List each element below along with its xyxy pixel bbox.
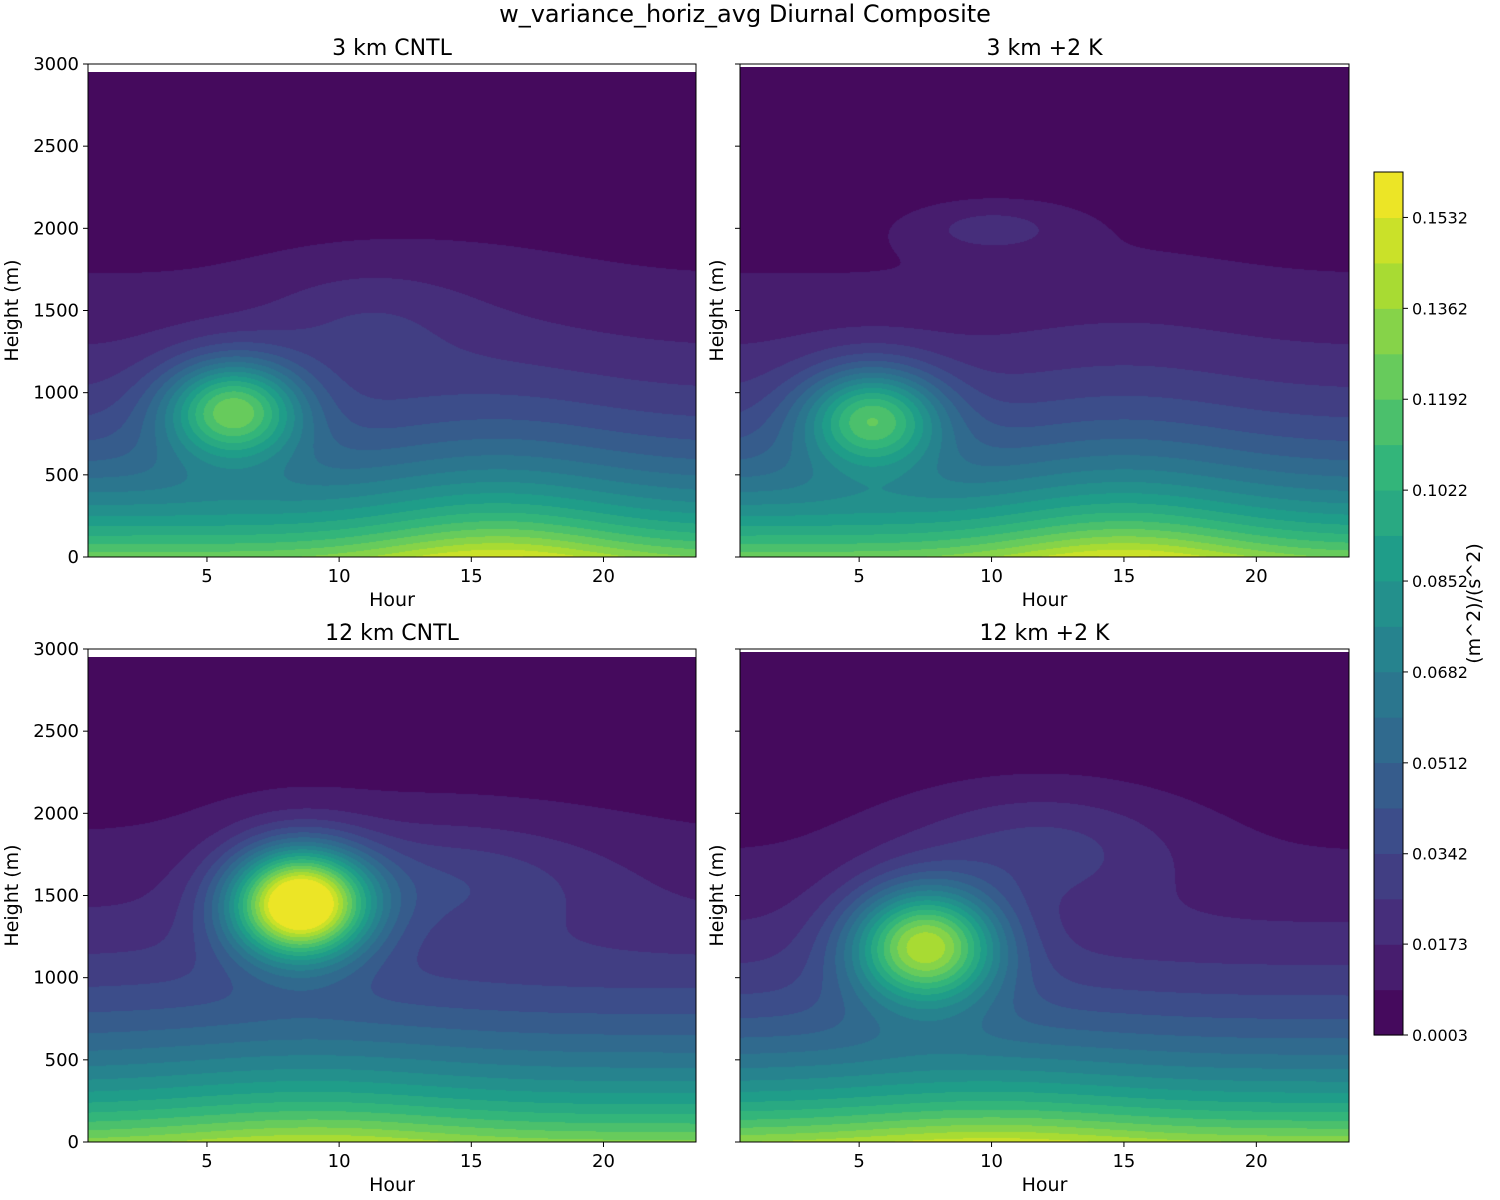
contour-field (740, 652, 1349, 1142)
contour-field (88, 72, 696, 557)
colorbar-band (1374, 353, 1403, 400)
x-tick-label: 20 (592, 566, 615, 587)
x-axis-label: Hour (369, 589, 415, 611)
colorbar-tick-label: 0.1192 (1412, 390, 1468, 409)
panel-b: 3 km +2 K 5 10 15 20 Hour Height (m) (706, 36, 1350, 611)
colorbar-tick-label: 0.0852 (1412, 572, 1468, 591)
y-tick-label: 3000 (33, 54, 79, 75)
colorbar-band (1374, 853, 1403, 900)
colorbar-band (1374, 308, 1403, 355)
panel-title: 12 km +2 K (979, 621, 1110, 646)
panels: 3 km CNTL 5 10 15 20 Hour 0 500 1000 1500 2000 2500… (1, 36, 1350, 1196)
y-tick-label: 1000 (33, 383, 79, 404)
colorbar-band (1374, 399, 1403, 446)
contour-field (740, 67, 1349, 557)
colorbar-band (1374, 172, 1403, 219)
panel-d: 12 km +2 K 5 10 15 20 Hour Height (m) (706, 621, 1350, 1196)
x-axis-label: Hour (1022, 589, 1068, 611)
panel-a: 3 km CNTL 5 10 15 20 Hour 0 500 1000 1500 2000 2500… (1, 36, 697, 611)
y-axis-label: Height (m) (1, 259, 23, 361)
panel-title: 3 km CNTL (332, 36, 452, 61)
colorbar-band (1374, 717, 1403, 764)
colorbar-tick-label: 0.1022 (1412, 481, 1468, 500)
y-tick-label: 500 (45, 465, 79, 486)
y-tick-label: 0 (68, 1132, 79, 1153)
figure-title: w_variance_horiz_avg Diurnal Composite (499, 0, 991, 28)
y-axis-label: Height (m) (706, 844, 728, 946)
colorbar: 0.0003 0.0173 0.0342 0.0512 0.0682 0.0852 0.10… (1373, 171, 1485, 1045)
colorbar-tick-label: 0.0003 (1412, 1026, 1468, 1045)
y-tick-label: 2500 (33, 721, 79, 742)
colorbar-band (1374, 898, 1403, 945)
panel-title: 12 km CNTL (325, 621, 459, 646)
colorbar-band (1374, 535, 1403, 582)
x-tick-label: 15 (1112, 566, 1135, 587)
colorbar-tick-label: 0.0342 (1412, 845, 1468, 864)
x-tick-label: 10 (980, 566, 1003, 587)
y-tick-label: 1000 (33, 968, 79, 989)
x-tick-label: 15 (460, 566, 483, 587)
x-tick-label: 15 (460, 1151, 483, 1172)
x-tick-label: 5 (201, 566, 212, 587)
y-tick-label: 500 (45, 1050, 79, 1071)
x-tick-label: 10 (328, 566, 351, 587)
colorbar-band (1374, 807, 1403, 854)
x-tick-label: 20 (1245, 1151, 1268, 1172)
colorbar-tick-label: 0.0173 (1412, 935, 1468, 954)
colorbar-tick-label: 0.1362 (1412, 299, 1468, 318)
colorbar-band (1374, 626, 1403, 673)
colorbar-band (1374, 262, 1403, 309)
contour-field (88, 657, 696, 1142)
x-tick-label: 15 (1112, 1151, 1135, 1172)
y-tick-label: 1500 (33, 886, 79, 907)
colorbar-band (1374, 217, 1403, 264)
x-axis-label: Hour (1022, 1174, 1068, 1196)
x-tick-label: 20 (592, 1151, 615, 1172)
y-tick-label: 2500 (33, 136, 79, 157)
x-tick-label: 10 (328, 1151, 351, 1172)
y-tick-label: 2000 (33, 803, 79, 824)
y-tick-label: 2000 (33, 218, 79, 239)
y-tick-label: 3000 (33, 639, 79, 660)
x-tick-label: 5 (853, 566, 864, 587)
x-tick-label: 10 (980, 1151, 1003, 1172)
colorbar-band (1374, 671, 1403, 718)
colorbar-frame (1373, 171, 1404, 1036)
colorbar-band (1374, 762, 1403, 809)
y-axis-label: Height (m) (706, 259, 728, 361)
colorbar-band (1374, 580, 1403, 627)
x-tick-label: 5 (201, 1151, 212, 1172)
y-axis-label: Height (m) (1, 844, 23, 946)
colorbar-band (1374, 944, 1403, 991)
panel-title: 3 km +2 K (986, 36, 1103, 61)
colorbar-band (1374, 989, 1403, 1036)
panel-c: 12 km CNTL 5 10 15 20 Hour 0 500 1000 1500 2000 250… (1, 621, 697, 1196)
x-axis-label: Hour (369, 1174, 415, 1196)
colorbar-band (1374, 489, 1403, 536)
colorbar-tick-label: 0.1532 (1412, 208, 1468, 227)
x-tick-label: 20 (1245, 566, 1268, 587)
x-tick-label: 5 (853, 1151, 864, 1172)
y-tick-label: 1500 (33, 301, 79, 322)
colorbar-tick-label: 0.0682 (1412, 663, 1468, 682)
colorbar-band (1374, 444, 1403, 491)
colorbar-tick-label: 0.0512 (1412, 754, 1468, 773)
colorbar-label: (m^2)/(s^2) (1463, 543, 1485, 663)
y-tick-label: 0 (68, 547, 79, 568)
